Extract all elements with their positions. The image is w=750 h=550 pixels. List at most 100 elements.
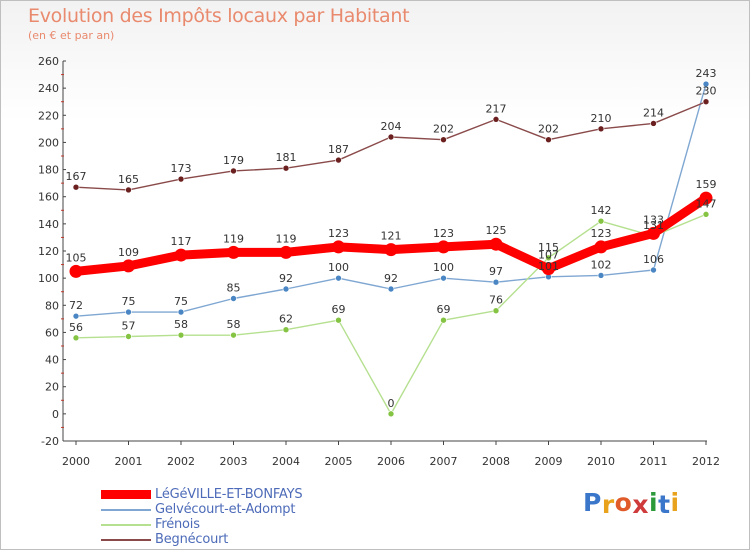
data-label: 123	[591, 227, 612, 240]
data-label: 243	[696, 67, 717, 80]
logo-letter: r	[601, 490, 615, 519]
y-tick-label: 20	[45, 381, 59, 394]
x-tick-label: 2008	[482, 455, 510, 468]
data-label: 109	[118, 246, 139, 259]
data-label: 204	[381, 120, 402, 133]
data-label: 117	[171, 235, 192, 248]
data-point	[227, 245, 240, 259]
data-point	[335, 156, 342, 164]
x-tick-label: 2004	[272, 455, 300, 468]
data-label: 75	[122, 295, 136, 308]
legend-item: Begnécourt	[101, 532, 302, 547]
data-label: 187	[328, 143, 349, 156]
data-label: 179	[223, 154, 244, 167]
data-label: 230	[696, 85, 717, 98]
legend-swatch	[101, 538, 151, 541]
data-point	[437, 240, 450, 254]
data-point	[387, 410, 395, 418]
x-tick-label: 2002	[167, 455, 195, 468]
data-label: 106	[643, 253, 664, 266]
legend-label: Frénois	[155, 517, 200, 532]
logo-letter: o	[614, 488, 633, 517]
data-label: 105	[66, 251, 87, 264]
data-label: 217	[486, 102, 507, 115]
y-tick-label: -20	[41, 435, 59, 448]
x-tick-label: 2006	[377, 455, 405, 468]
data-point	[177, 331, 185, 339]
data-label: 56	[69, 321, 83, 334]
data-label: 131	[643, 219, 664, 232]
x-tick-label: 2003	[220, 455, 248, 468]
data-point	[72, 312, 80, 320]
data-point	[594, 240, 608, 254]
y-tick-label: 260	[38, 55, 59, 68]
y-tick-label: 200	[38, 136, 59, 149]
y-tick-label: 60	[45, 326, 59, 339]
series-layer	[69, 80, 713, 418]
data-point	[489, 237, 503, 251]
legend-item: Frénois	[101, 517, 302, 532]
legend-label: Gelvécourt-et-Adompt	[155, 502, 296, 517]
data-point	[335, 316, 342, 324]
axes: -200204060801001201401601802002202402602…	[38, 55, 720, 468]
x-tick-label: 2005	[325, 455, 353, 468]
data-label: 202	[538, 123, 559, 136]
logo-letter: P	[583, 488, 602, 517]
legend-label: Begnécourt	[155, 532, 229, 547]
x-tick-label: 2007	[430, 455, 458, 468]
data-point	[174, 248, 188, 262]
legend-label: LéGéVILLE-ET-BONFAYS	[155, 487, 303, 502]
data-point	[440, 274, 447, 282]
data-label: 92	[279, 272, 293, 285]
data-label: 58	[227, 318, 241, 331]
data-label: 69	[332, 303, 346, 316]
data-point	[230, 331, 237, 339]
data-label: 119	[276, 232, 297, 245]
y-tick-label: 180	[38, 164, 59, 177]
data-point	[492, 116, 500, 123]
data-point	[597, 217, 605, 225]
data-point	[230, 295, 237, 302]
data-label: 123	[433, 227, 454, 240]
data-point	[387, 133, 395, 141]
data-label: 125	[486, 224, 507, 237]
legend: LéGéVILLE-ET-BONFAYS Gelvécourt-et-Adompt…	[101, 487, 303, 547]
data-point	[125, 308, 132, 316]
y-tick-label: 240	[38, 82, 59, 95]
data-point	[545, 254, 552, 262]
chart-subtitle: (en € et par an)	[28, 29, 115, 42]
data-label: 214	[643, 106, 664, 119]
data-label: 202	[433, 123, 454, 136]
data-label: 69	[437, 303, 451, 316]
data-label: 62	[279, 313, 293, 326]
series-0	[69, 191, 713, 278]
data-label: 210	[591, 112, 612, 125]
series-3	[72, 98, 710, 194]
y-tick-label: 100	[38, 272, 59, 285]
data-point	[650, 120, 657, 127]
data-point	[230, 167, 237, 175]
data-point	[282, 285, 290, 293]
data-label: 181	[276, 151, 297, 164]
data-point	[72, 183, 80, 191]
data-label: 173	[171, 162, 192, 175]
data-point	[440, 136, 447, 144]
data-point	[597, 272, 605, 279]
legend-swatch	[101, 508, 151, 511]
data-point	[177, 308, 185, 316]
logo-letter: i	[670, 488, 680, 517]
y-tick-label: 220	[38, 109, 59, 122]
x-tick-label: 2000	[62, 455, 90, 468]
x-tick-label: 2010	[587, 455, 615, 468]
y-tick-label: 80	[45, 299, 59, 312]
data-label: 123	[328, 227, 349, 240]
data-point	[545, 136, 552, 144]
data-label: 102	[591, 258, 612, 271]
data-label: 100	[328, 261, 349, 274]
data-label: 100	[433, 261, 454, 274]
data-point	[702, 98, 710, 106]
data-label: 57	[122, 320, 136, 333]
data-label: 133	[643, 213, 664, 226]
